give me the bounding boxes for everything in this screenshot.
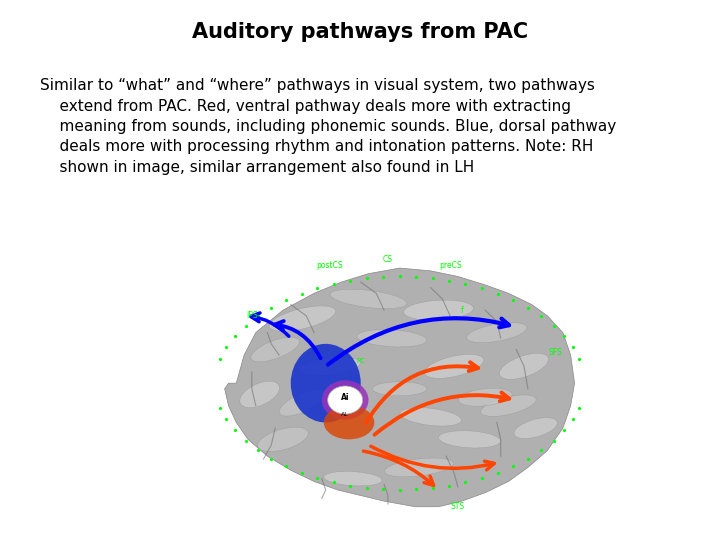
Ellipse shape	[514, 417, 557, 438]
Ellipse shape	[240, 381, 279, 408]
Ellipse shape	[481, 395, 536, 416]
Text: f: f	[460, 306, 463, 315]
Ellipse shape	[251, 338, 300, 362]
Ellipse shape	[299, 357, 360, 375]
Ellipse shape	[258, 427, 308, 451]
Text: preCS: preCS	[438, 261, 462, 270]
Text: Similar to “what” and “where” pathways in visual system, two pathways
    extend: Similar to “what” and “where” pathways i…	[40, 78, 616, 175]
Ellipse shape	[500, 353, 549, 379]
Ellipse shape	[279, 390, 325, 416]
Ellipse shape	[330, 289, 407, 308]
Ellipse shape	[467, 322, 527, 343]
Ellipse shape	[438, 431, 500, 448]
Text: IPS: IPS	[246, 311, 258, 320]
Ellipse shape	[324, 471, 382, 486]
Ellipse shape	[384, 458, 454, 477]
Ellipse shape	[424, 354, 484, 379]
Text: PC: PC	[356, 357, 365, 364]
Ellipse shape	[328, 386, 363, 414]
Text: postCS: postCS	[316, 261, 343, 270]
Ellipse shape	[400, 408, 462, 426]
Ellipse shape	[269, 306, 336, 331]
Text: SFS: SFS	[548, 348, 562, 357]
Ellipse shape	[291, 344, 361, 422]
Ellipse shape	[458, 388, 512, 406]
Text: Auditory pathways from PAC: Auditory pathways from PAC	[192, 22, 528, 42]
Text: Ai: Ai	[341, 393, 349, 402]
Text: AL: AL	[341, 411, 349, 416]
Text: CS: CS	[383, 255, 393, 264]
Ellipse shape	[357, 329, 427, 347]
Ellipse shape	[324, 406, 374, 440]
Ellipse shape	[404, 300, 473, 320]
Text: STS: STS	[451, 502, 465, 511]
Ellipse shape	[322, 380, 369, 420]
Polygon shape	[225, 268, 575, 507]
Ellipse shape	[372, 382, 427, 396]
